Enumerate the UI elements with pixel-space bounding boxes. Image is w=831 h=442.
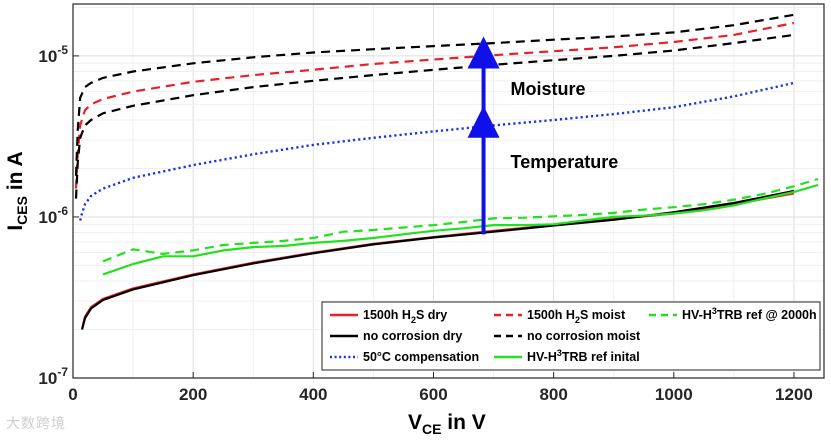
watermark: 大数跨境 (6, 416, 66, 432)
legend: 1500h H2S dry 1500h H2S moist HV-H3TRB ref… (321, 301, 821, 371)
legend-label: HV-H3TRB ref inital (527, 348, 640, 364)
series-line (74, 21, 795, 189)
annotation-label: Temperature (511, 152, 619, 172)
series-line (102, 183, 819, 276)
legend-label: no corrosion dry (363, 329, 462, 343)
y-tick-label: 10-6 (38, 204, 68, 227)
x-tick-label: 1200 (775, 385, 813, 404)
legend-label: no corrosion moist (527, 329, 641, 343)
legend-label: 1500h H2S moist (527, 308, 626, 325)
x-tick-label: 200 (179, 385, 207, 404)
legend-label: 1500h H2S dry (363, 308, 447, 325)
legend-label: HV-H3TRB ref @ 2000h (682, 306, 817, 322)
x-tick-label: 1000 (655, 385, 693, 404)
ticks: 0 200 400 600 800 1000 1200 10-7 10-6 10-5 (38, 43, 812, 404)
y-axis-label: ICES in A (4, 151, 30, 230)
annotation-label: Moisture (511, 79, 586, 99)
x-axis-label: VCE in V (408, 411, 486, 437)
x-tick-label: 800 (539, 385, 567, 404)
plot-frame (72, 3, 825, 379)
series-line (79, 81, 795, 221)
legend-label: 50°C compensation (363, 350, 479, 364)
legend-box (321, 301, 821, 371)
series-line (74, 13, 795, 176)
series-line (102, 177, 819, 263)
y-tick-label: 10-5 (38, 43, 68, 66)
x-tick-label: 0 (68, 385, 77, 404)
annotations: Moisture Temperature (467, 36, 619, 235)
series-line (74, 33, 795, 199)
x-tick-label: 600 (419, 385, 447, 404)
series-group (74, 13, 819, 330)
x-tick-label: 400 (299, 385, 327, 404)
y-tick-label: 10-7 (38, 365, 68, 388)
